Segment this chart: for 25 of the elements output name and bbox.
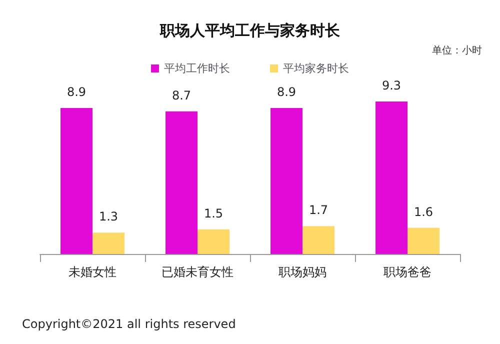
x-tick-label: 职场妈妈 — [278, 265, 326, 279]
x-tick-label: 已婚未育女性 — [162, 265, 234, 279]
legend-label: 平均家务时长 — [283, 62, 349, 75]
x-tick-label: 职场爸爸 — [384, 265, 432, 279]
bar — [166, 111, 198, 254]
data-label: 8.7 — [172, 88, 192, 102]
data-label: 1.5 — [204, 206, 224, 220]
bar — [60, 108, 92, 254]
data-label: 1.6 — [414, 204, 434, 219]
data-label: 8.9 — [66, 85, 86, 100]
x-tick-label: 未婚女性 — [68, 265, 116, 279]
legend-label: 平均工作时长 — [164, 62, 230, 75]
bar — [302, 226, 334, 254]
bar — [376, 101, 408, 254]
bar — [408, 228, 440, 254]
data-label: 1.7 — [308, 203, 328, 218]
chart-title: 职场人平均工作与家务时长 — [159, 22, 341, 40]
text: Copyright©2021 all rights reserved — [22, 317, 236, 331]
data-label: 1.3 — [98, 210, 118, 224]
bar — [92, 232, 124, 254]
data-label: 8.9 — [276, 85, 296, 100]
text: 单位：小时 — [432, 44, 482, 56]
bar — [270, 108, 302, 254]
data-label: 9.3 — [382, 78, 402, 92]
bar — [198, 229, 230, 254]
